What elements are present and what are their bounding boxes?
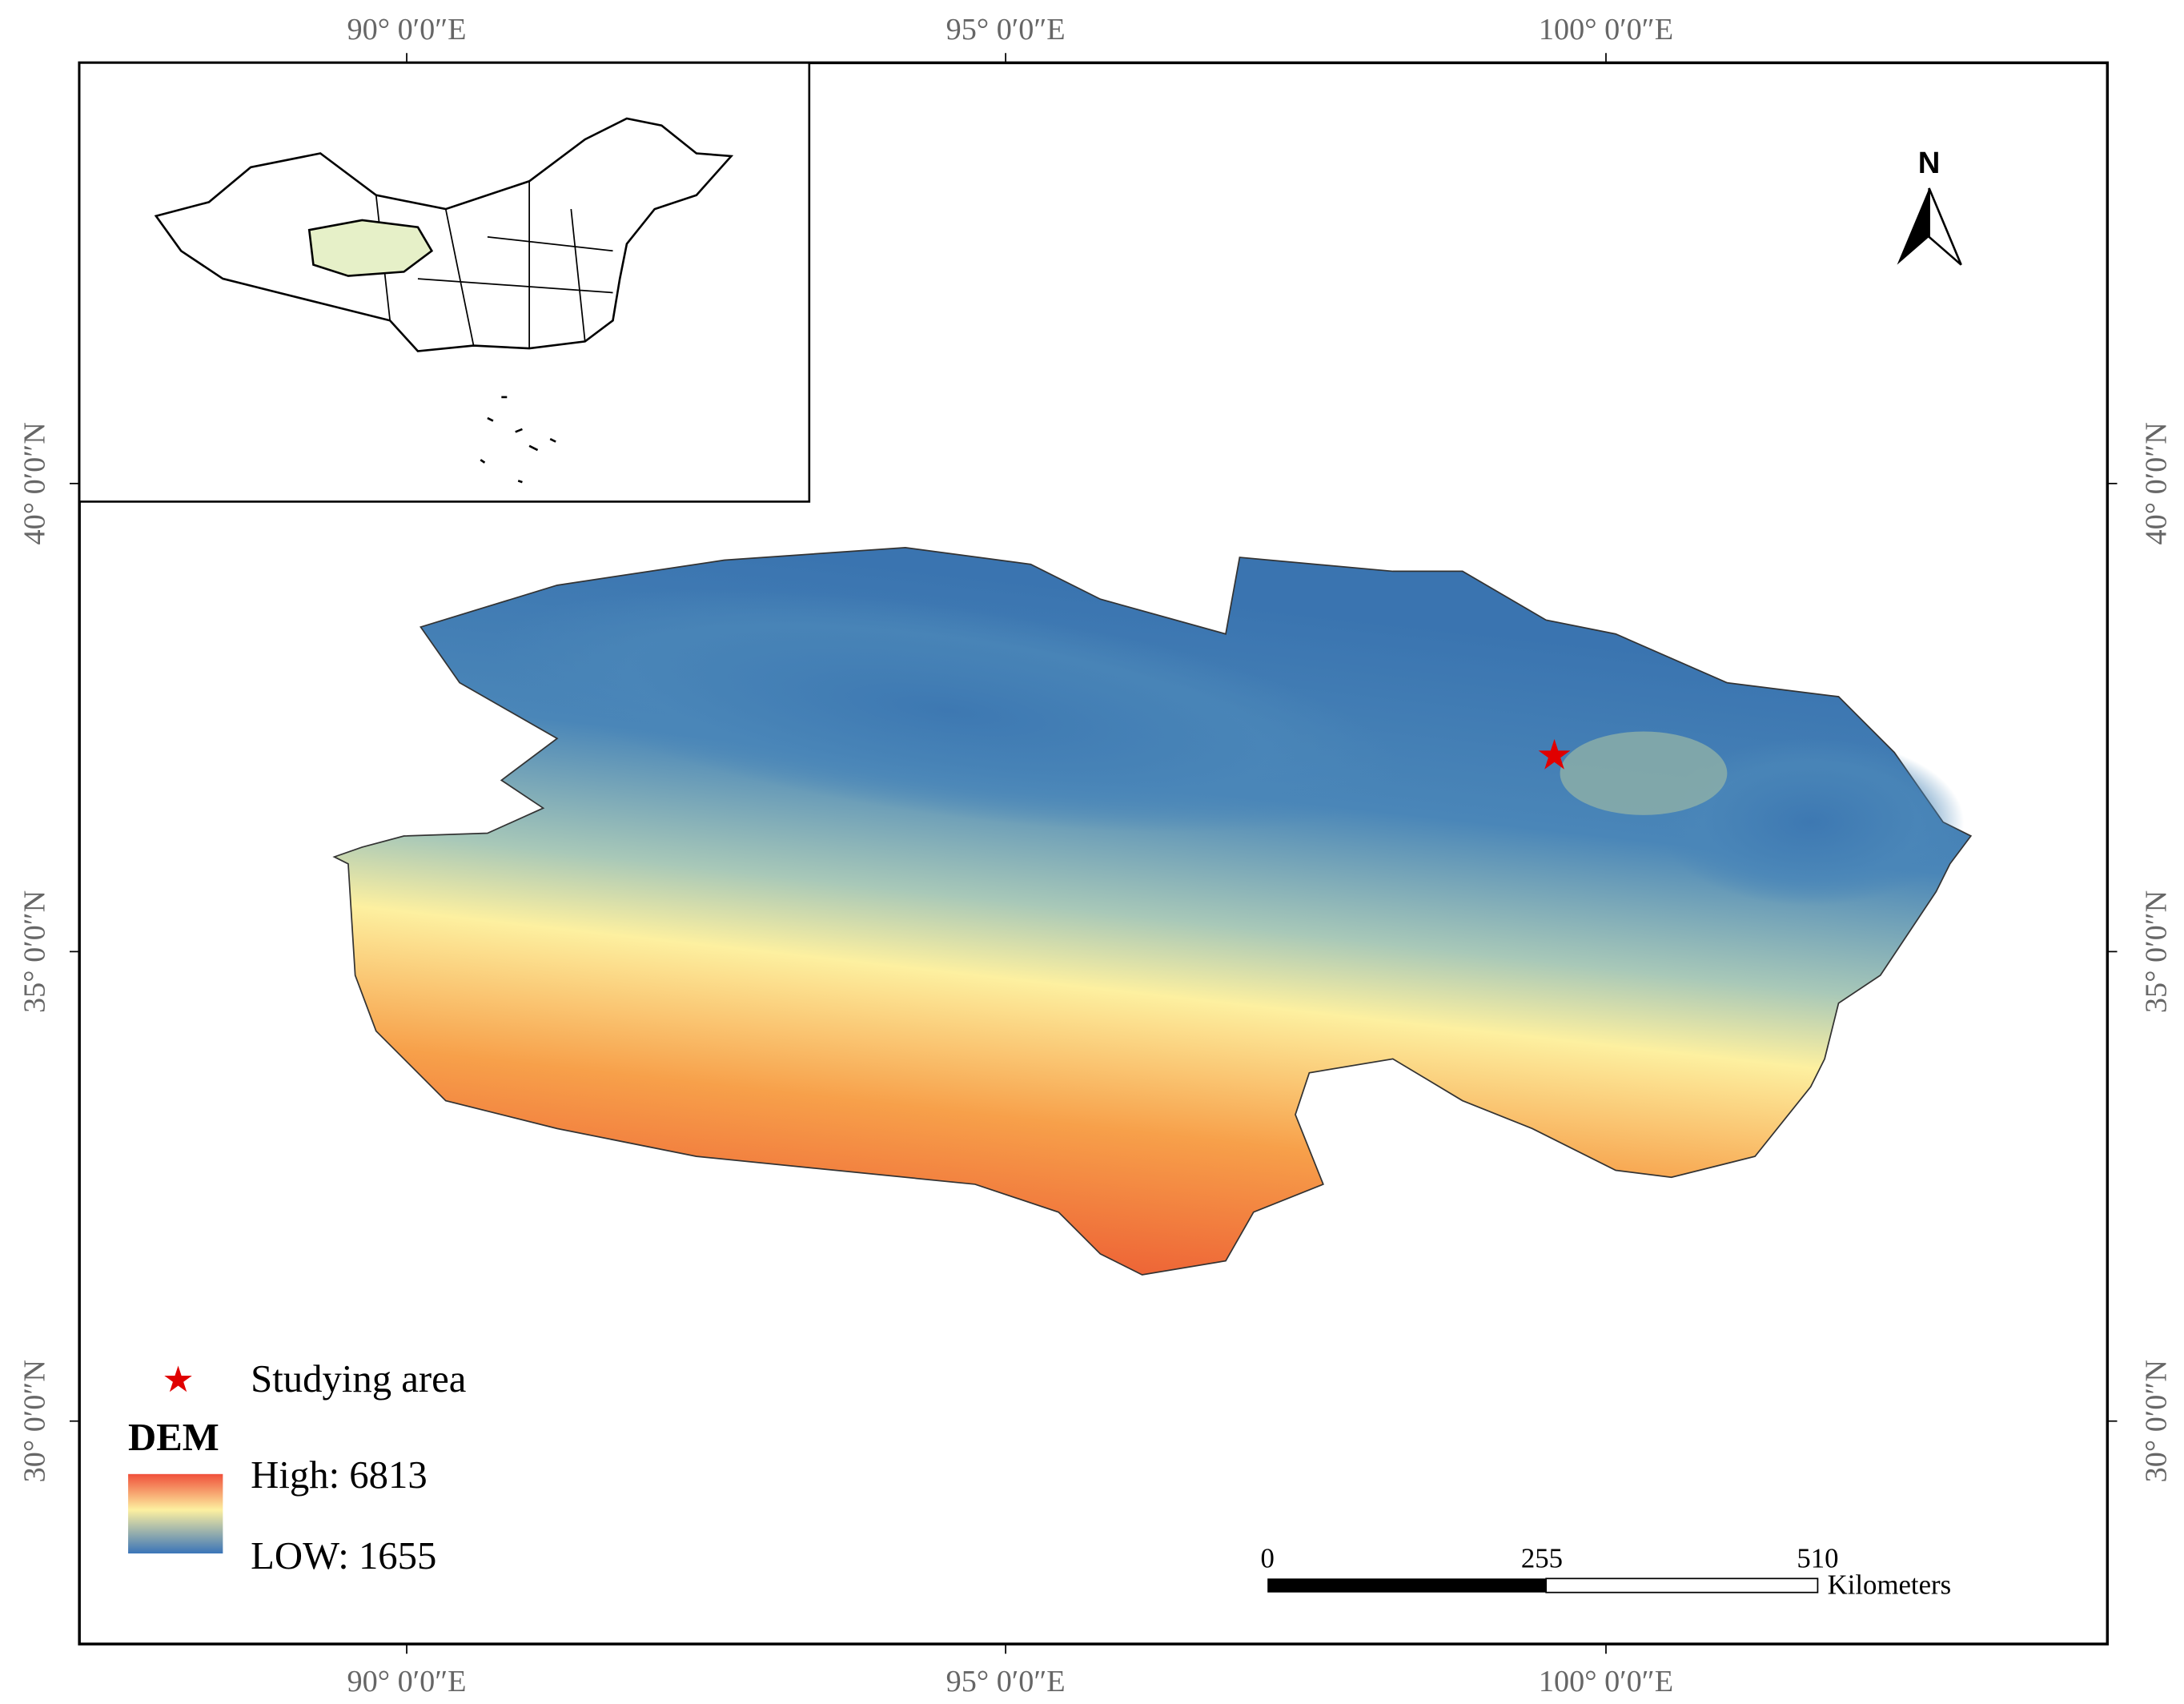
bottom-tick-label: 95° 0′0″E: [946, 1665, 1066, 1698]
scale-label: 0: [1261, 1542, 1275, 1573]
legend-star: ★: [162, 1360, 195, 1400]
top-tick-label: 100° 0′0″E: [1539, 13, 1673, 46]
north-arrow: N: [1897, 146, 1962, 266]
top-tick-label: 95° 0′0″E: [946, 13, 1066, 46]
right-tick-label: 30° 0′0″N: [2139, 1360, 2173, 1482]
scale-label: 510: [1797, 1542, 1838, 1573]
study-star: ★: [1536, 732, 1573, 778]
legend-ramp: [128, 1473, 223, 1553]
left-tick-label: 40° 0′0″N: [18, 422, 52, 545]
scale-unit: Kilometers: [1828, 1569, 1952, 1600]
inset: [78, 62, 811, 503]
legend-high: High: 6813: [251, 1453, 428, 1497]
left-tick-label: 30° 0′0″N: [18, 1360, 52, 1482]
province: [332, 546, 1973, 1276]
legend-low: LOW: 1655: [251, 1534, 436, 1577]
bottom-tick-label: 90° 0′0″E: [347, 1665, 466, 1698]
map-frame: [78, 61, 2110, 1646]
top-tick-label: 90° 0′0″E: [347, 13, 466, 46]
scale-label: 255: [1521, 1542, 1563, 1573]
legend-marker-label: Studying area: [251, 1357, 466, 1401]
north-label: N: [1918, 146, 1941, 180]
scale-bar: 0 255 510 Kilometers: [1261, 1542, 1952, 1600]
right-tick-label: 35° 0′0″N: [2139, 890, 2173, 1013]
left-tick-label: 35° 0′0″N: [18, 890, 52, 1013]
legend-title: DEM: [128, 1416, 219, 1459]
right-tick-label: 40° 0′0″N: [2139, 422, 2173, 545]
bottom-tick-label: 100° 0′0″E: [1539, 1665, 1673, 1698]
